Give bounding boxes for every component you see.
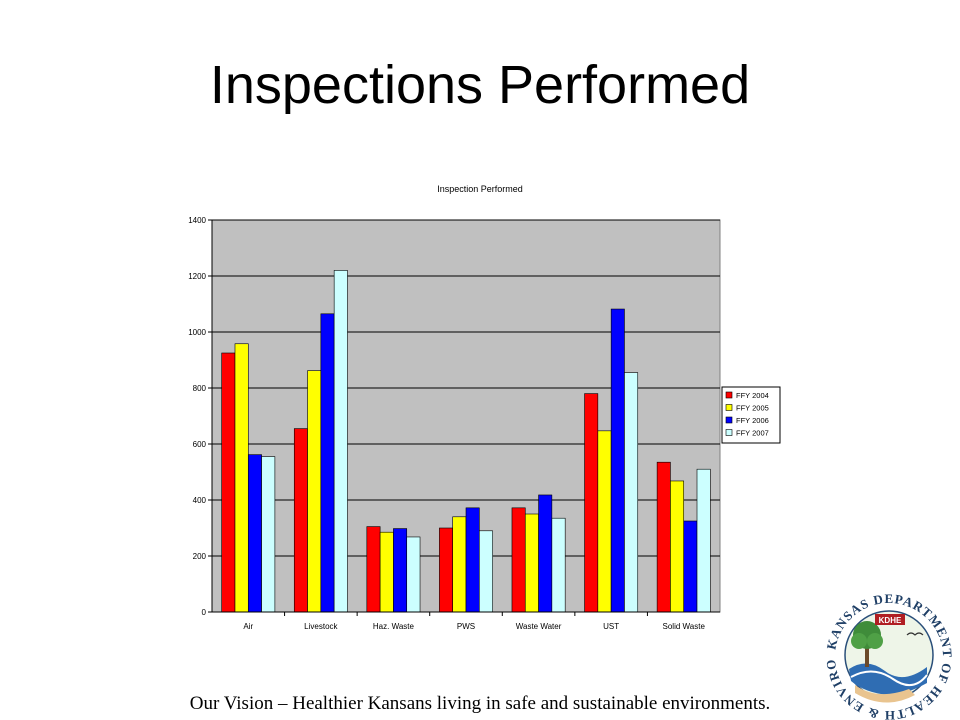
bar	[465, 507, 480, 613]
bar	[696, 468, 711, 613]
y-tick-label: 200	[193, 552, 207, 561]
bar	[452, 516, 467, 613]
bar	[551, 517, 566, 613]
bar	[624, 372, 639, 613]
bar	[320, 313, 335, 613]
bar	[656, 461, 671, 613]
x-tick-label: Livestock	[304, 622, 338, 631]
bar	[670, 480, 685, 613]
y-tick-label: 1400	[188, 216, 206, 225]
y-tick-label: 600	[193, 440, 207, 449]
legend-label: FFY 2004	[736, 391, 769, 400]
bar	[584, 393, 599, 613]
bar	[379, 531, 394, 613]
bar	[538, 494, 553, 613]
slide-footer: Our Vision – Healthier Kansans living in…	[189, 693, 771, 714]
bar	[221, 352, 236, 613]
legend-label: FFY 2005	[736, 404, 769, 413]
bar	[247, 454, 262, 613]
y-tick-label: 1200	[188, 272, 206, 281]
bar	[333, 270, 348, 613]
bar	[293, 428, 308, 613]
kdhe-badge: KDHE	[879, 616, 902, 625]
x-tick-label: Air	[243, 622, 253, 631]
y-tick-label: 800	[193, 384, 207, 393]
bar	[597, 430, 612, 613]
slide-title: Inspections Performed	[209, 55, 751, 115]
bar	[406, 536, 421, 613]
x-tick-label: Haz. Waste	[373, 622, 415, 631]
bar	[439, 527, 453, 613]
legend-swatch	[725, 391, 733, 399]
bar	[478, 530, 493, 613]
y-tick-label: 1000	[188, 328, 206, 337]
bar	[366, 526, 381, 613]
chart-title: Inspection Performed	[437, 184, 523, 194]
legend-swatch	[725, 416, 733, 424]
bar	[393, 528, 408, 613]
bar	[234, 343, 249, 613]
x-tick-label: Solid Waste	[663, 622, 706, 631]
x-tick-label: PWS	[457, 622, 475, 631]
bar	[511, 507, 526, 613]
bar	[610, 308, 625, 613]
chart-legend: FFY 2004 FFY 2005 FFY 2006 FFY 2007	[721, 386, 781, 444]
legend-swatch	[725, 429, 733, 436]
bar	[524, 513, 539, 613]
y-tick-label: 0	[202, 608, 207, 617]
inspection-bar-chart: Inspection Performed 0 200 400 600 800 1000 12…	[188, 184, 781, 631]
bar	[683, 520, 698, 613]
bar	[261, 456, 276, 613]
kdhe-logo: KDHE KANSAS DEPARTMENT OF HEALTH & ENVIR…	[815, 577, 954, 720]
y-tick-label: 400	[193, 496, 207, 505]
legend-label: FFY 2007	[736, 429, 769, 438]
x-tick-label: Waste Water	[516, 622, 562, 631]
legend-swatch	[725, 404, 733, 411]
x-tick-label: UST	[603, 622, 619, 631]
legend-label: FFY 2006	[736, 416, 769, 425]
bar	[307, 370, 322, 613]
